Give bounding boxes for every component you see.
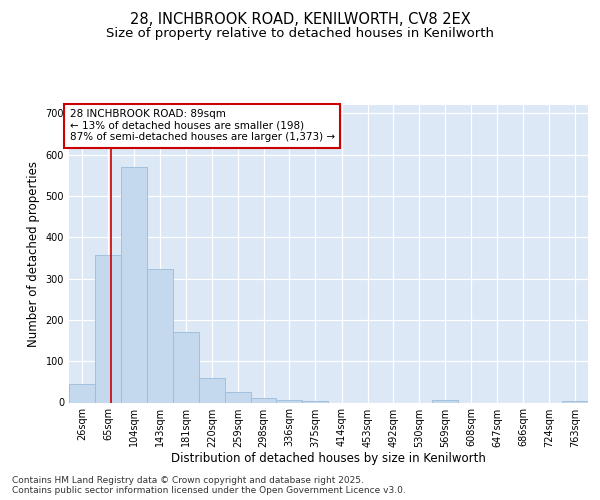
Bar	[95, 254, 121, 402]
Bar	[173, 332, 199, 402]
Y-axis label: Number of detached properties: Number of detached properties	[27, 161, 40, 347]
Text: Size of property relative to detached houses in Kenilworth: Size of property relative to detached ho…	[106, 28, 494, 40]
Bar	[302, 401, 329, 402]
Bar	[121, 167, 147, 402]
Bar	[225, 392, 251, 402]
Text: Contains HM Land Registry data © Crown copyright and database right 2025.
Contai: Contains HM Land Registry data © Crown c…	[12, 476, 406, 495]
Text: 28 INCHBROOK ROAD: 89sqm
← 13% of detached houses are smaller (198)
87% of semi-: 28 INCHBROOK ROAD: 89sqm ← 13% of detach…	[70, 109, 335, 142]
Bar	[277, 400, 302, 402]
Bar	[147, 269, 173, 402]
Bar	[69, 384, 95, 402]
Bar	[432, 400, 458, 402]
X-axis label: Distribution of detached houses by size in Kenilworth: Distribution of detached houses by size …	[171, 452, 486, 466]
Text: 28, INCHBROOK ROAD, KENILWORTH, CV8 2EX: 28, INCHBROOK ROAD, KENILWORTH, CV8 2EX	[130, 12, 470, 28]
Bar	[251, 398, 277, 402]
Bar	[199, 378, 225, 402]
